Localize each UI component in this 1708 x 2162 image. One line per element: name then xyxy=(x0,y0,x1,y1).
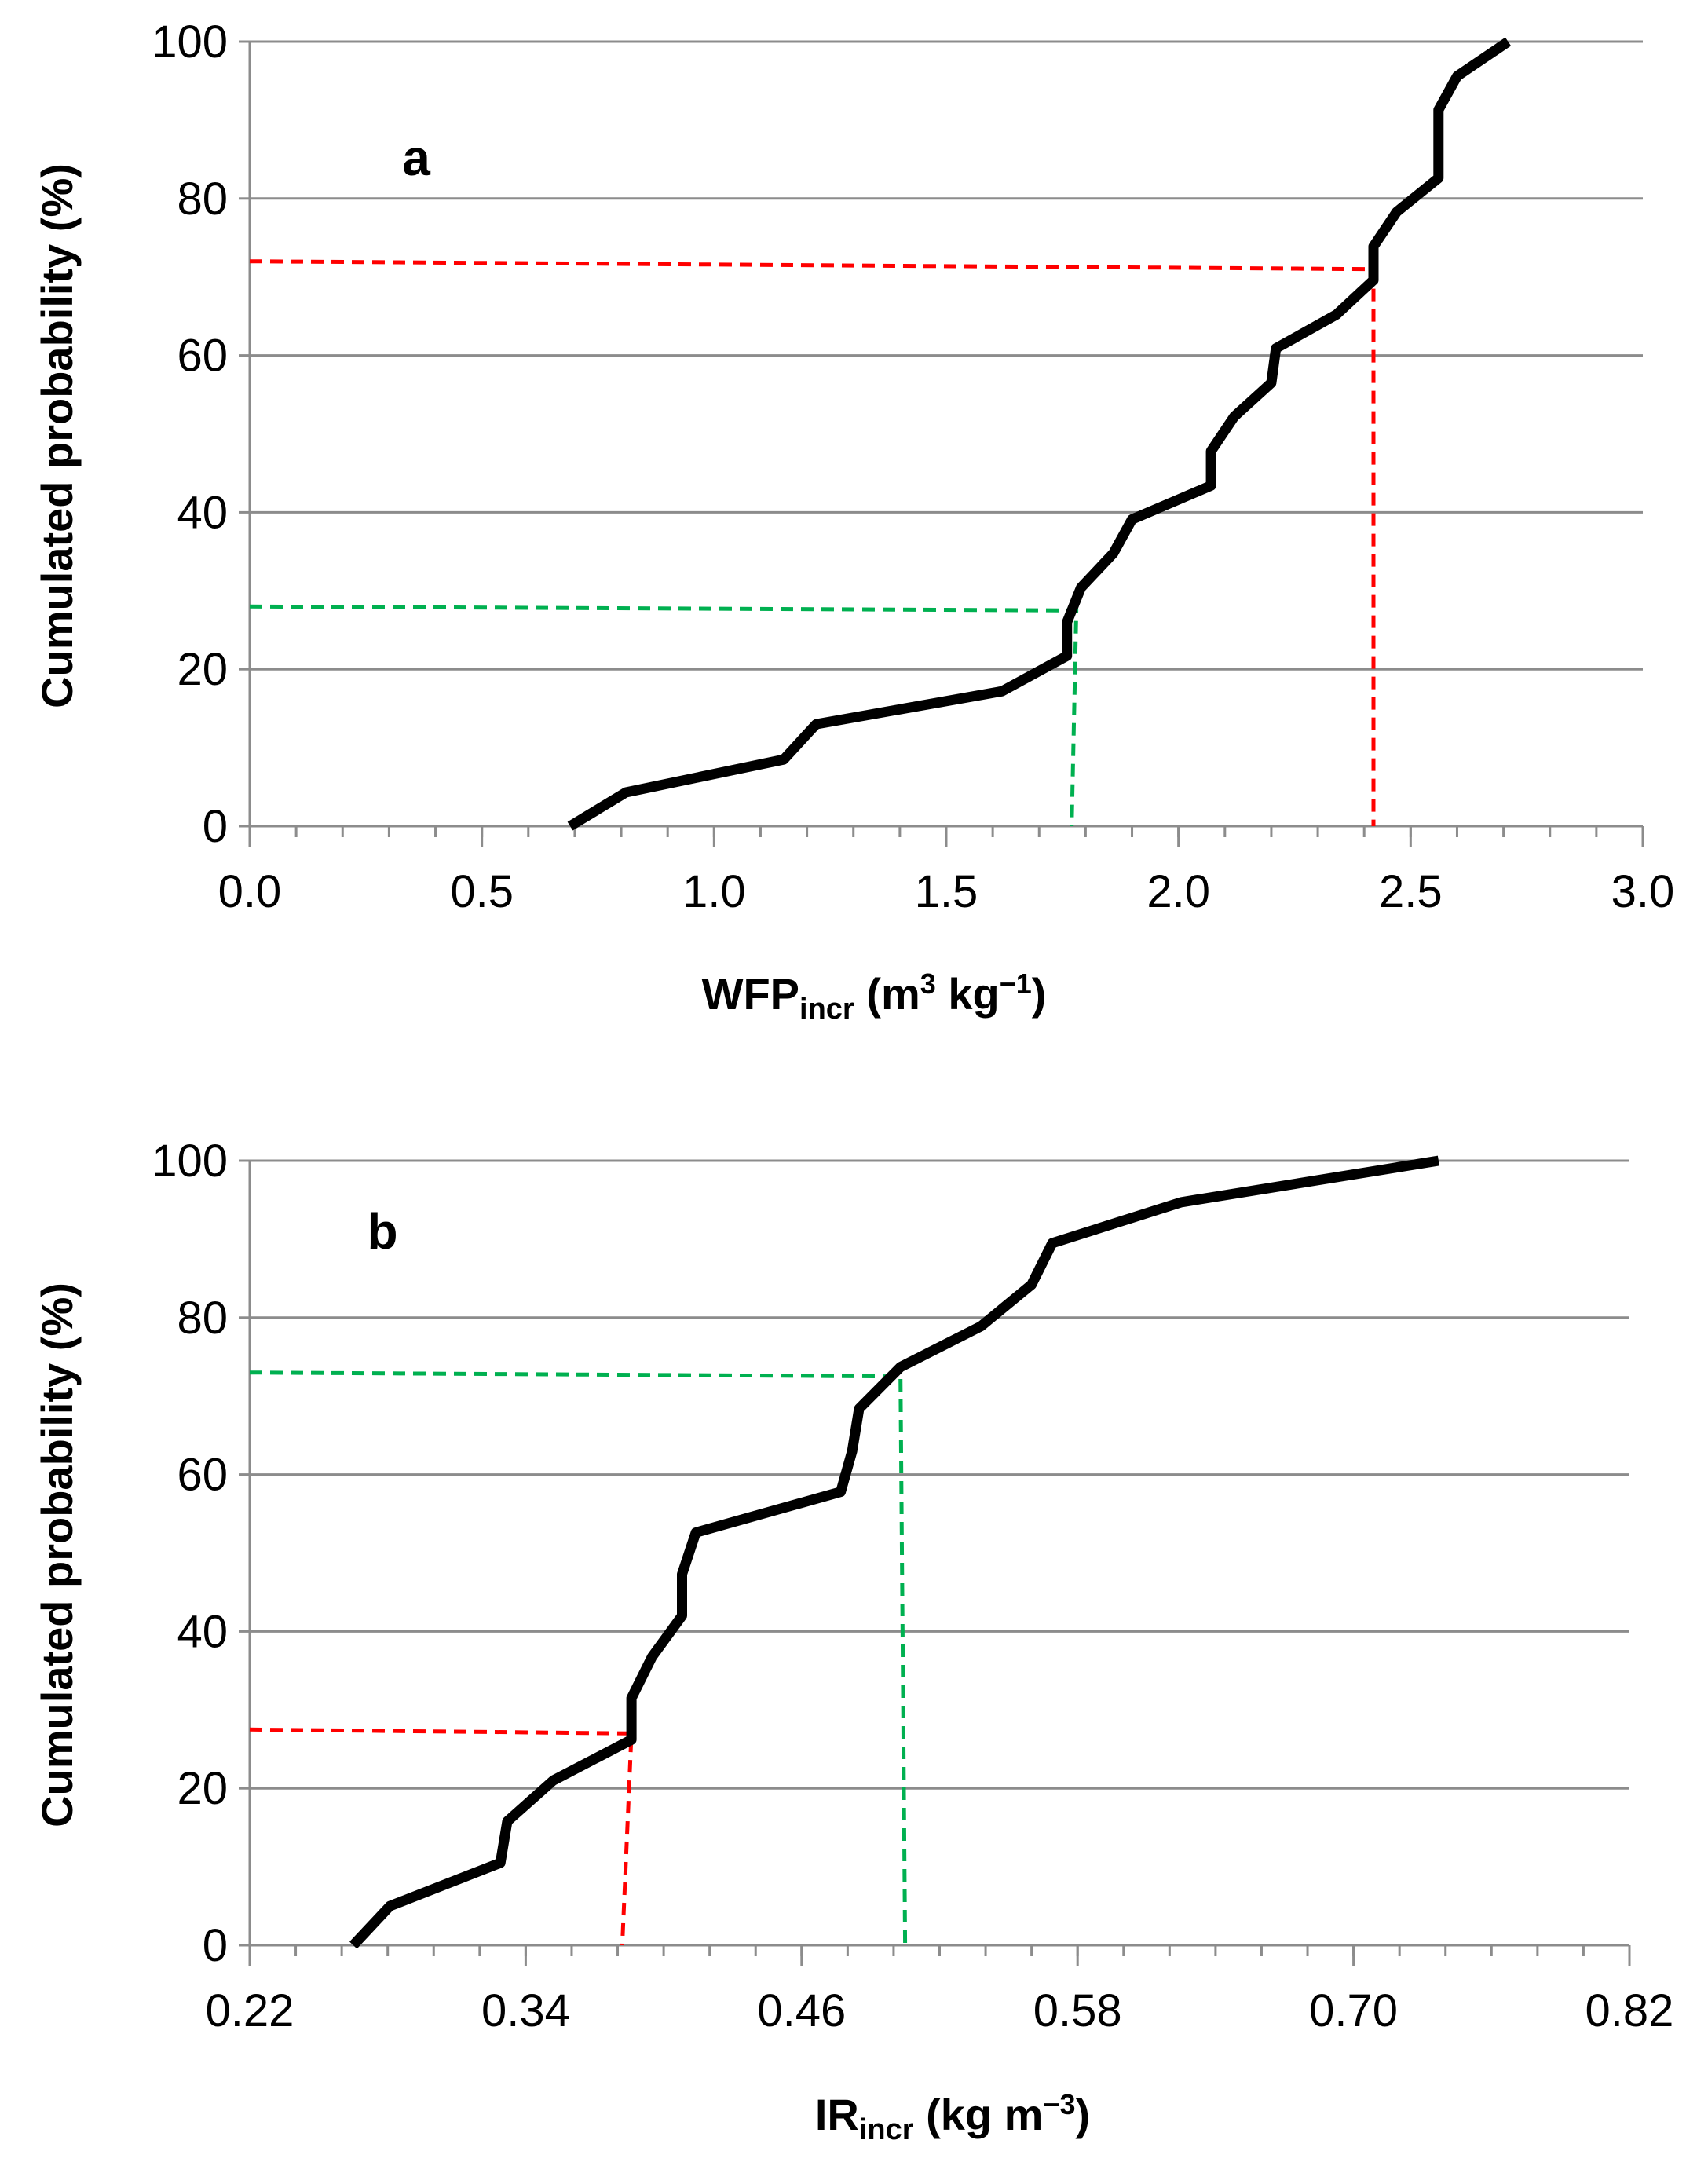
axes-b xyxy=(239,1159,1631,1966)
x-tick-label-a-2.5: 2.5 xyxy=(1379,866,1443,917)
x-tick-labels-a: 0.0 0.5 1.0 1.5 2.0 2.5 3.0 xyxy=(218,866,1675,917)
series-a xyxy=(567,37,1512,831)
reference-line-b-1 xyxy=(249,1727,634,1946)
x-axis-title-a: WFPincr (m3 kg−1) xyxy=(702,968,1047,1026)
x-tick-label-b-0.46: 0.46 xyxy=(757,1985,846,2036)
y-axis-title-a: Cumulated probability (%) xyxy=(32,163,82,708)
y-tick-label-a-100: 100 xyxy=(152,16,228,68)
x-tick-label-b-0.34: 0.34 xyxy=(481,1985,570,2036)
y-tick-label-a-0: 0 xyxy=(203,801,228,852)
x-tick-label-a-3.0: 3.0 xyxy=(1611,866,1675,917)
x-axis-title-b: IRincr (kg m−3) xyxy=(815,2088,1090,2146)
y-tick-label-b-40: 40 xyxy=(177,1606,228,1657)
x-tick-label-b-0.70: 0.70 xyxy=(1309,1985,1398,2036)
series-b xyxy=(349,1155,1439,1949)
axes-a xyxy=(239,40,1644,847)
y-tick-label-b-60: 60 xyxy=(177,1450,228,1501)
x-tick-labels-b: 0.22 0.34 0.46 0.58 0.70 0.82 xyxy=(206,1985,1674,2036)
x-tick-label-a-1.5: 1.5 xyxy=(915,866,978,917)
reference-lines-b xyxy=(249,1370,908,1946)
y-tick-label-a-80: 80 xyxy=(177,174,228,225)
y-tick-labels-b: 0 20 40 60 80 100 xyxy=(152,1136,228,1971)
reference-line-a-2 xyxy=(249,604,1079,827)
reference-line-a-1 xyxy=(249,259,1376,826)
x-tick-label-b-0.58: 0.58 xyxy=(1033,1985,1122,2036)
y-tick-label-a-20: 20 xyxy=(177,644,228,695)
y-tick-label-b-0: 0 xyxy=(203,1920,228,1971)
y-tick-label-b-80: 80 xyxy=(177,1293,228,1344)
x-tick-label-a-2.0: 2.0 xyxy=(1147,866,1210,917)
chart-panel-a: 0 20 40 60 80 100 0.0 0.5 1.0 1.5 2.0 2.5 3.0 a Cum… xyxy=(32,16,1674,1026)
y-tick-label-a-60: 60 xyxy=(177,331,228,382)
grid-lines-b xyxy=(250,1159,1629,1790)
x-tick-label-a-1.0: 1.0 xyxy=(682,866,746,917)
x-tick-label-a-0.5: 0.5 xyxy=(450,866,514,917)
y-axis-title-b: Cumulated probability (%) xyxy=(32,1282,82,1827)
x-tick-label-b-0.22: 0.22 xyxy=(206,1985,294,2036)
y-tick-labels-a: 0 20 40 60 80 100 xyxy=(152,16,228,852)
x-tick-label-b-0.82: 0.82 xyxy=(1585,1985,1674,2036)
reference-line-b-2 xyxy=(249,1370,908,1946)
panel-label-b: b xyxy=(367,1203,397,1260)
y-tick-label-a-40: 40 xyxy=(177,487,228,538)
cumulative-curve-a xyxy=(567,37,1512,831)
y-tick-label-b-20: 20 xyxy=(177,1763,228,1814)
x-tick-label-a-0.0: 0.0 xyxy=(218,866,282,917)
panel-label-a: a xyxy=(402,130,430,186)
reference-lines-a xyxy=(249,259,1376,827)
y-tick-label-b-100: 100 xyxy=(152,1136,228,1187)
cumulative-curve-b xyxy=(349,1155,1439,1949)
